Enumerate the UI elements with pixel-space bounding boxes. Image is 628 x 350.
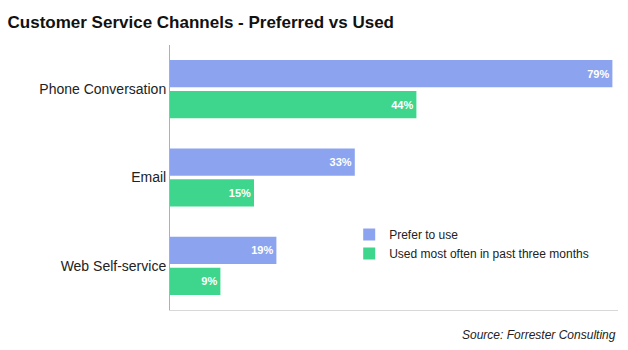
svg-text:15%: 15% bbox=[229, 187, 251, 199]
svg-text:Source: Forrester Consulting: Source: Forrester Consulting bbox=[462, 328, 616, 342]
svg-text:Used most often in past three: Used most often in past three months bbox=[389, 247, 588, 261]
svg-text:Prefer to use: Prefer to use bbox=[389, 228, 458, 242]
svg-text:44%: 44% bbox=[391, 99, 413, 111]
svg-text:Email: Email bbox=[131, 169, 166, 185]
svg-text:Web Self-service: Web Self-service bbox=[61, 258, 167, 274]
svg-text:Phone Conversation: Phone Conversation bbox=[39, 81, 166, 97]
svg-text:Customer Service Channels - Pr: Customer Service Channels - Preferred vs… bbox=[8, 13, 394, 32]
svg-text:19%: 19% bbox=[251, 244, 273, 256]
svg-text:33%: 33% bbox=[330, 156, 352, 168]
svg-text:9%: 9% bbox=[201, 275, 217, 287]
svg-text:79%: 79% bbox=[587, 68, 609, 80]
